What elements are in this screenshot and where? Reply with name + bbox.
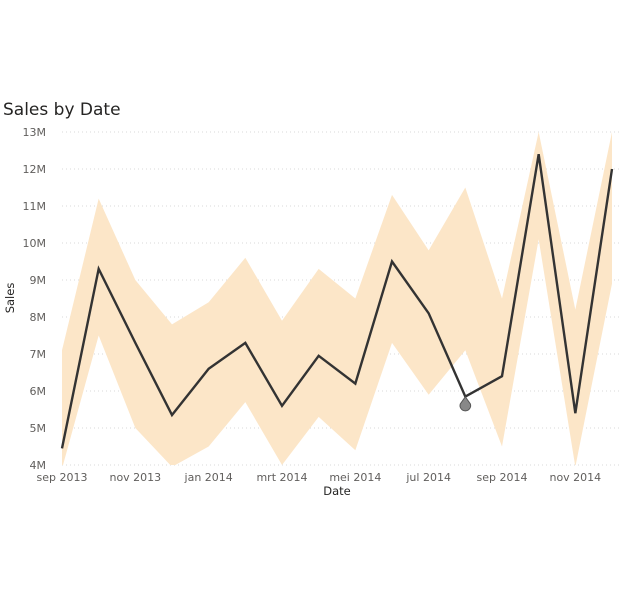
y-tick-label: 7M	[30, 348, 47, 361]
y-axis-ticks: 4M 5M 6M 7M 8M 9M 10M 11M 12M 13M	[23, 126, 47, 472]
sales-point	[608, 165, 616, 173]
x-tick-label: nov 2014	[549, 471, 601, 484]
sales-point	[535, 150, 543, 158]
y-tick-label: 13M	[23, 126, 47, 139]
forecast-band	[62, 132, 612, 465]
sales-point	[425, 309, 433, 317]
sales-point	[315, 352, 323, 360]
x-tick-label: mrt 2014	[256, 471, 307, 484]
x-tick-label: sep 2014	[477, 471, 528, 484]
x-tick-label: sep 2013	[37, 471, 88, 484]
x-axis-title: Date	[323, 484, 351, 498]
sales-point	[58, 444, 66, 452]
x-tick-label: jan 2014	[184, 471, 233, 484]
sales-point	[131, 339, 139, 347]
y-tick-label: 11M	[23, 200, 47, 213]
y-axis-title: Sales	[3, 283, 17, 314]
sales-point	[241, 339, 249, 347]
sales-point	[168, 411, 176, 419]
chart-title: Sales by Date	[3, 100, 121, 120]
series-lines	[60, 154, 614, 449]
y-tick-label: 8M	[30, 311, 47, 324]
y-tick-label: 9M	[30, 274, 47, 287]
y-tick-label: 6M	[30, 385, 47, 398]
y-tick-label: 5M	[30, 422, 47, 435]
data-points	[58, 150, 616, 452]
sales-point	[498, 372, 506, 380]
x-tick-label: nov 2013	[109, 471, 161, 484]
sales-point	[388, 258, 396, 266]
sales-point	[95, 265, 103, 273]
y-tick-label: 10M	[23, 237, 47, 250]
sales-point	[571, 409, 579, 417]
forecast-band-area	[62, 132, 612, 465]
sales-line	[60, 154, 614, 449]
sales-point	[278, 402, 286, 410]
outlier-marker	[459, 395, 472, 412]
y-tick-label: 4M	[30, 459, 47, 472]
x-tick-label: mei 2014	[329, 471, 381, 484]
x-tick-label: jul 2014	[405, 471, 451, 484]
y-tick-label: 12M	[23, 163, 47, 176]
sales-point	[205, 365, 213, 373]
sales-point	[351, 380, 359, 388]
x-axis-ticks: sep 2013 nov 2013 jan 2014 mrt 2014 mei 2014…	[37, 471, 602, 484]
